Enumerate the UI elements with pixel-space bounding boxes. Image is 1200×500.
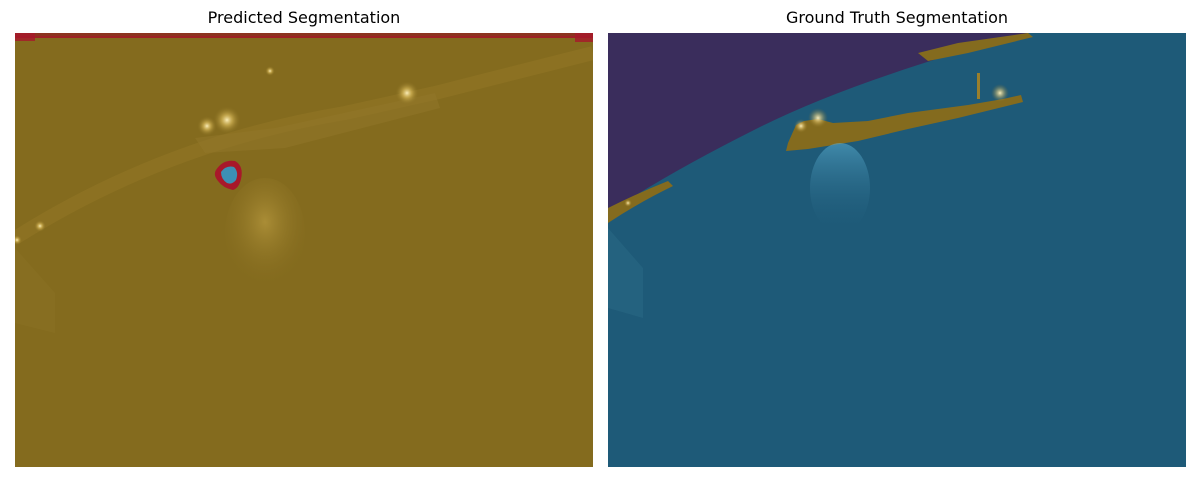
distant-land [918, 33, 1033, 61]
left-panel-title: Predicted Segmentation [207, 8, 401, 27]
predicted-segmentation-image [15, 33, 593, 467]
ship-mast [977, 73, 980, 99]
land-class-overlay [15, 33, 593, 467]
sky-class-overlay [608, 33, 1028, 213]
ship-silhouette [195, 93, 440, 153]
left-shore-land [608, 181, 673, 223]
light-glow [213, 106, 241, 134]
ground-truth-segmentation-image [608, 33, 1186, 467]
coastline-shadow [15, 46, 593, 244]
predicted-water-region [221, 166, 238, 184]
ship-land-class [786, 95, 1023, 151]
top-edge-noise [15, 33, 593, 38]
ship-light-glow [808, 108, 828, 128]
right-panel-title: Ground Truth Segmentation [785, 8, 1009, 27]
light-reflection [225, 178, 305, 288]
light-reflection [810, 143, 870, 233]
